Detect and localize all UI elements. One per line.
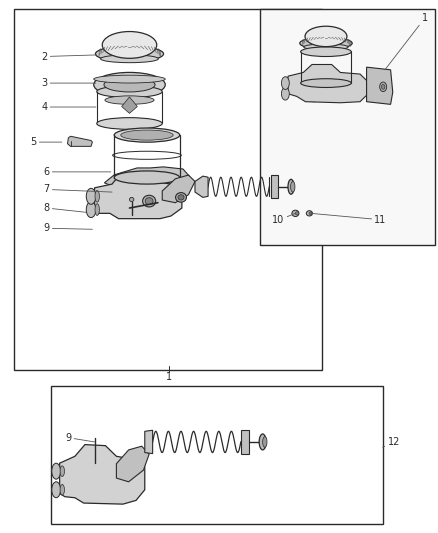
Ellipse shape	[60, 484, 64, 495]
Ellipse shape	[176, 192, 187, 202]
Polygon shape	[271, 175, 278, 198]
Bar	[261, 9, 435, 245]
Ellipse shape	[304, 44, 348, 50]
Polygon shape	[145, 430, 152, 454]
Ellipse shape	[52, 463, 60, 479]
Ellipse shape	[105, 96, 154, 104]
Text: 2: 2	[41, 52, 97, 61]
Bar	[14, 9, 321, 370]
Text: 12: 12	[383, 437, 400, 447]
Polygon shape	[288, 75, 361, 102]
Polygon shape	[241, 430, 249, 454]
Text: 11: 11	[311, 213, 387, 225]
Ellipse shape	[259, 434, 266, 450]
Polygon shape	[122, 97, 138, 114]
Ellipse shape	[94, 72, 165, 97]
Text: 3: 3	[41, 78, 96, 88]
Ellipse shape	[121, 130, 173, 140]
Polygon shape	[67, 136, 92, 147]
Ellipse shape	[95, 190, 99, 202]
Ellipse shape	[94, 75, 165, 83]
Polygon shape	[60, 445, 145, 504]
Polygon shape	[95, 173, 182, 219]
Ellipse shape	[295, 212, 299, 215]
Polygon shape	[162, 175, 195, 203]
Text: 6: 6	[43, 167, 111, 177]
Ellipse shape	[306, 211, 312, 216]
Ellipse shape	[380, 82, 387, 92]
Polygon shape	[288, 64, 367, 103]
Ellipse shape	[97, 86, 162, 98]
Ellipse shape	[114, 171, 180, 184]
Ellipse shape	[309, 212, 312, 215]
Text: 1: 1	[385, 13, 428, 70]
Ellipse shape	[288, 179, 294, 194]
Text: 7: 7	[43, 184, 112, 195]
Ellipse shape	[145, 198, 153, 205]
Ellipse shape	[282, 87, 289, 100]
Ellipse shape	[86, 201, 96, 217]
Ellipse shape	[263, 437, 267, 447]
Ellipse shape	[95, 204, 99, 215]
Polygon shape	[195, 176, 208, 197]
Ellipse shape	[104, 77, 155, 92]
Ellipse shape	[114, 128, 180, 142]
Text: 1: 1	[166, 372, 172, 382]
Ellipse shape	[305, 26, 347, 46]
Text: 9: 9	[65, 433, 95, 443]
Ellipse shape	[101, 55, 159, 63]
Ellipse shape	[300, 47, 351, 56]
Bar	[51, 386, 383, 524]
Text: 8: 8	[43, 203, 86, 213]
Ellipse shape	[290, 181, 295, 192]
Polygon shape	[104, 167, 190, 193]
Ellipse shape	[381, 84, 385, 89]
Ellipse shape	[86, 188, 96, 204]
Ellipse shape	[300, 37, 352, 49]
Text: 10: 10	[272, 213, 295, 225]
Ellipse shape	[97, 118, 162, 130]
Text: 9: 9	[43, 223, 92, 233]
Polygon shape	[367, 67, 393, 104]
Polygon shape	[117, 446, 149, 482]
Ellipse shape	[102, 31, 157, 58]
Ellipse shape	[130, 197, 134, 201]
Text: 4: 4	[41, 102, 96, 112]
Ellipse shape	[282, 77, 289, 90]
Ellipse shape	[60, 466, 64, 477]
Ellipse shape	[178, 195, 184, 200]
Ellipse shape	[143, 195, 155, 207]
Ellipse shape	[95, 46, 163, 62]
Ellipse shape	[292, 210, 299, 216]
Ellipse shape	[52, 482, 60, 498]
Text: 5: 5	[30, 137, 62, 147]
Ellipse shape	[300, 79, 351, 87]
